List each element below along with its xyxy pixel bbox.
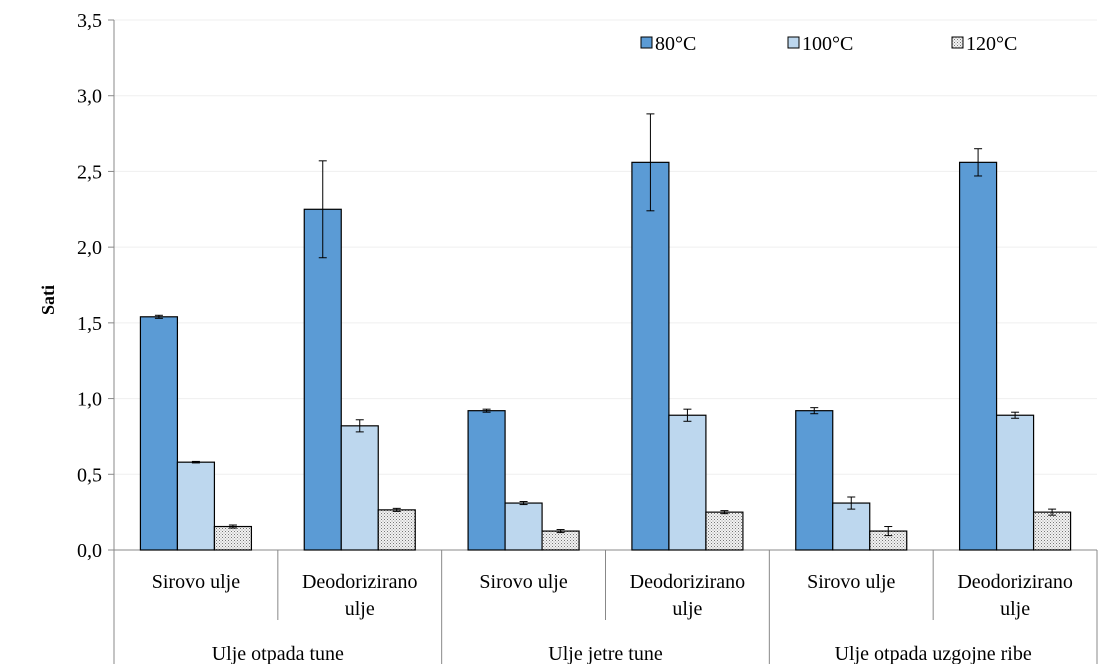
y-axis-title: Sati [38, 285, 58, 315]
category-label: Sirovo ulje [152, 571, 240, 593]
bar [377, 509, 416, 551]
category-label: Deodorizirano [957, 571, 1073, 593]
bars [139, 113, 1072, 551]
legend-swatch [951, 36, 964, 49]
group-label: Ulje jetre tune [548, 643, 663, 664]
legend-label: 80°C [655, 33, 696, 55]
category-label: ulje [672, 598, 702, 620]
bar [958, 161, 998, 551]
y-tick-label: 3,0 [77, 86, 102, 108]
legend-label: 120°C [966, 33, 1017, 55]
legend-swatch [787, 36, 800, 49]
y-tick-label: 0,5 [77, 464, 102, 486]
bar [795, 410, 834, 551]
bar [340, 425, 379, 551]
bar [303, 208, 342, 551]
legend-swatch [640, 36, 653, 49]
bar [631, 161, 670, 551]
gridlines [114, 19, 1097, 475]
legend-label: 100°C [802, 33, 853, 55]
y-tick-label: 2,5 [77, 161, 102, 183]
bar [176, 461, 216, 551]
bar [504, 502, 543, 551]
y-tick-label: 1,5 [77, 313, 102, 335]
category-label: Deodorizirano [630, 571, 746, 593]
bar [705, 511, 744, 551]
bar [995, 414, 1035, 551]
y-tick-label: 3,5 [77, 10, 102, 32]
y-tick-label: 1,0 [77, 389, 102, 411]
group-label: Ulje otpada uzgojne ribe [835, 643, 1032, 664]
category-label: Sirovo ulje [807, 571, 895, 593]
y-tick-label: 2,0 [77, 237, 102, 259]
category-label: ulje [1000, 598, 1030, 620]
y-tick-label: 0,0 [77, 540, 102, 562]
category-label: Deodorizirano [302, 571, 418, 593]
bar [668, 414, 707, 551]
bar [467, 410, 506, 551]
legend: 80°C 100°C 120°C [640, 33, 1017, 55]
axis-labels: 0,0 0,5 1,0 1,5 2,0 2,5 3,0 3,5 Sirovo ulje Deodo… [77, 10, 1073, 664]
bar [139, 316, 179, 551]
axes [108, 19, 1098, 664]
category-label: Sirovo ulje [479, 571, 567, 593]
bar [541, 530, 580, 551]
bar [213, 525, 253, 551]
category-label: ulje [345, 598, 375, 620]
group-label: Ulje otpada tune [212, 643, 344, 664]
bar [832, 502, 871, 551]
bar [1032, 511, 1072, 551]
